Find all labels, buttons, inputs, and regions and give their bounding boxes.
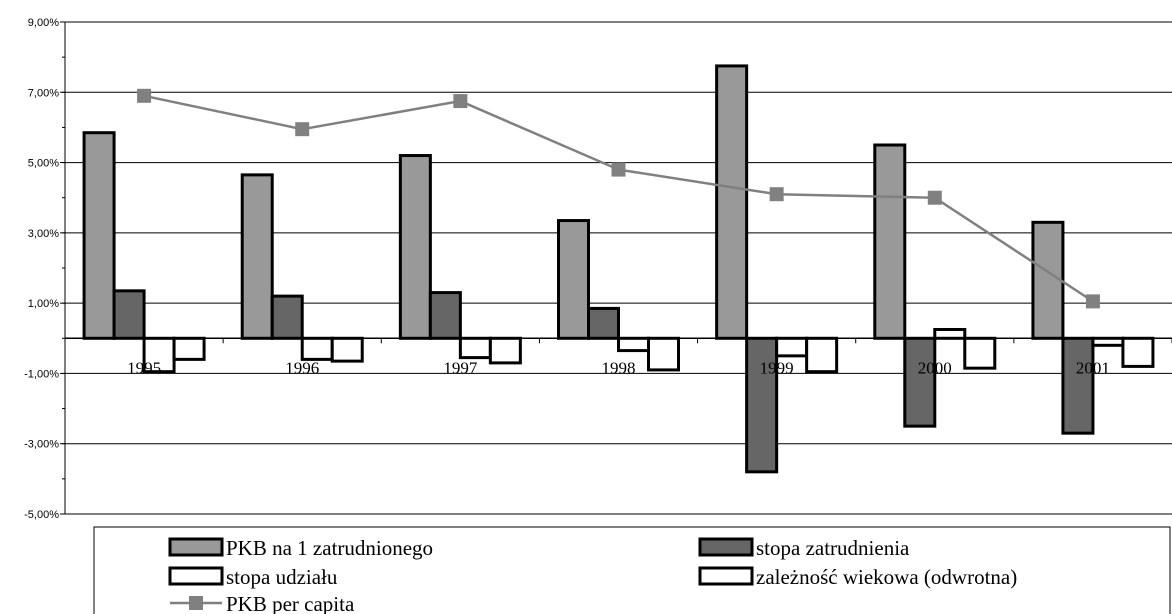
bar	[488, 336, 522, 365]
data-point	[611, 162, 626, 177]
bar	[775, 336, 809, 358]
y-tick-label: 1,00%	[28, 298, 59, 310]
y-tick-label: 7,00%	[28, 87, 59, 99]
legend-label: PKB per capita	[226, 592, 355, 614]
data-point	[137, 88, 152, 103]
legend-label: stopa zatrudnienia	[756, 536, 910, 560]
legend-swatch-marker	[189, 596, 203, 610]
legend-swatch	[698, 566, 754, 586]
bar	[240, 173, 274, 340]
bar	[300, 336, 334, 361]
bar	[82, 131, 116, 340]
bar	[745, 336, 779, 474]
x-tick-label: 2001	[1076, 358, 1110, 377]
bar	[715, 64, 749, 340]
bar	[963, 336, 997, 370]
bar	[142, 336, 176, 374]
bar	[1061, 336, 1095, 435]
legend-box	[93, 526, 1171, 614]
bar	[617, 336, 650, 353]
bar	[933, 328, 967, 340]
y-axis: 9,00% 7,00% 5,00% 3,00% 1,00% -1,00% -3,00% -5,…	[24, 17, 66, 521]
legend-label: PKB na 1 zatrudnionego	[226, 536, 433, 560]
legend-swatch	[698, 537, 754, 557]
x-tick-label: 2000	[918, 358, 952, 377]
legend-swatch	[168, 566, 224, 586]
x-tick-label: 1998	[602, 358, 636, 377]
y-tick-label: -1,00%	[24, 368, 59, 380]
x-tick-label: 1996	[285, 358, 319, 377]
legend-label: stopa udziału	[226, 565, 338, 589]
bar	[398, 154, 432, 340]
data-point	[1085, 294, 1100, 309]
bar	[270, 294, 304, 340]
bar	[903, 336, 937, 428]
data-point	[769, 187, 784, 202]
x-axis: 1995 1996 1997 1998 1999 2000 2001	[64, 337, 1172, 377]
legend-swatch	[168, 537, 224, 557]
bar	[557, 219, 590, 340]
series-line	[143, 94, 1094, 303]
legend: PKB na 1 zatrudnionego stopa zatrudnienia…	[93, 526, 1171, 614]
y-tick-label: 3,00%	[28, 228, 59, 240]
data-point	[927, 190, 942, 205]
bar	[805, 336, 839, 374]
data-point	[453, 94, 468, 109]
bar	[112, 289, 146, 340]
bar	[458, 336, 492, 360]
x-tick-label: 1995	[127, 358, 161, 377]
gridlines	[65, 21, 1172, 515]
y-tick-label: -5,00%	[24, 509, 59, 521]
x-tick-label: 1997	[443, 358, 478, 377]
bar	[1121, 336, 1155, 368]
data-point	[295, 122, 310, 137]
bar	[330, 336, 364, 363]
legend-label: zależność wiekowa (odwrotna)	[756, 565, 1017, 589]
bar	[1091, 336, 1125, 347]
x-tick-label: 1999	[760, 358, 794, 377]
bar	[873, 143, 907, 340]
y-tick-label: 9,00%	[28, 17, 59, 29]
y-tick-label: -3,00%	[24, 439, 59, 451]
bar	[1031, 220, 1065, 340]
bars	[82, 64, 1155, 474]
line-series	[137, 88, 1100, 309]
y-tick-label: 5,00%	[28, 158, 59, 170]
bar	[587, 306, 620, 340]
bar	[172, 336, 206, 361]
bar	[647, 336, 680, 372]
bar	[428, 291, 462, 340]
